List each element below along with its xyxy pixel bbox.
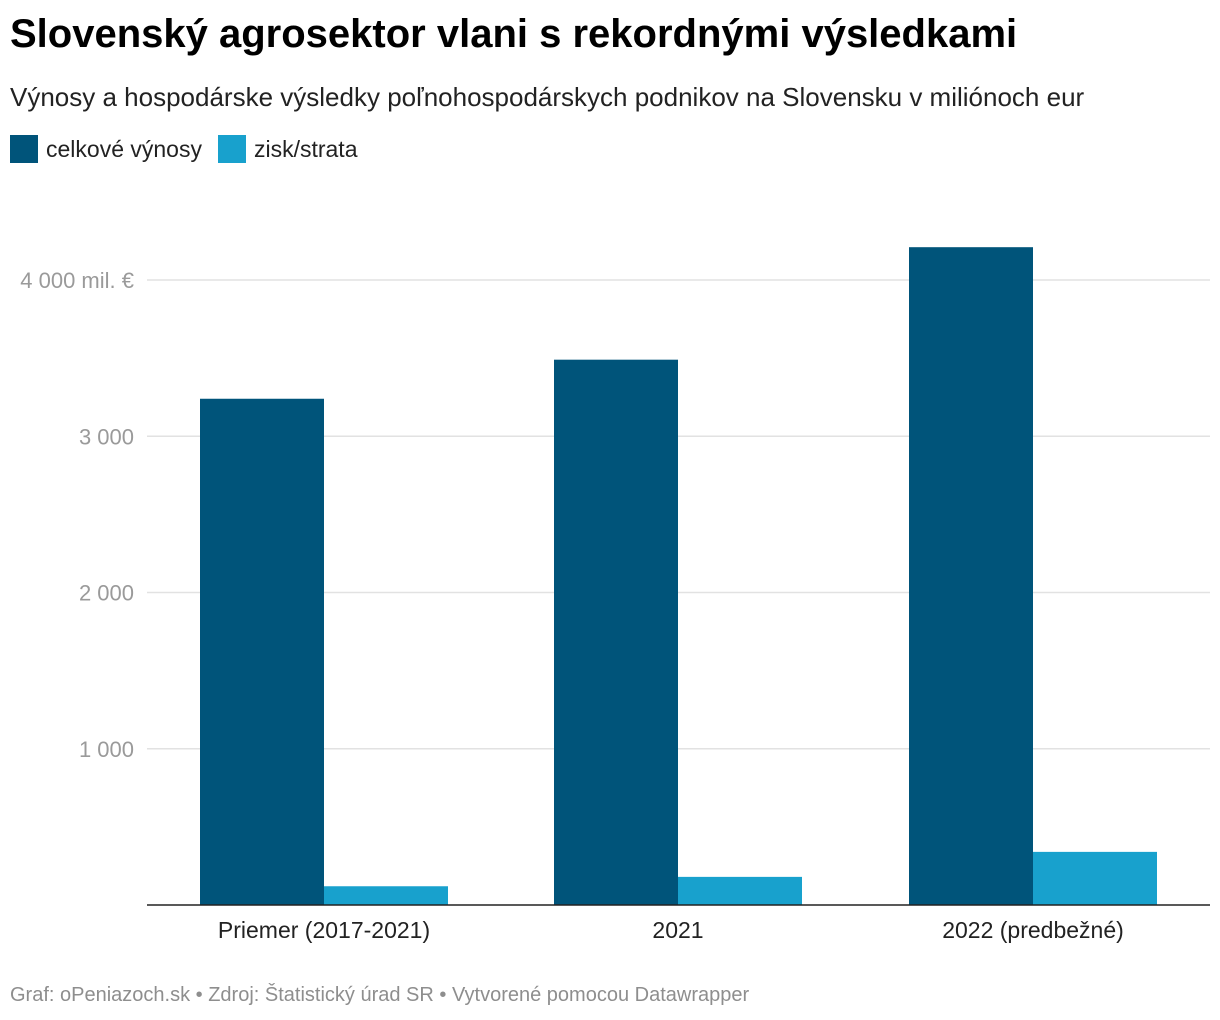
- x-category-label: 2022 (predbežné): [942, 917, 1124, 943]
- legend-swatch-revenue: [10, 135, 38, 163]
- legend: celkové výnosy zisk/strata: [10, 135, 374, 163]
- bar-profit: [678, 876, 802, 905]
- chart-title: Slovenský agrosektor vlani s rekordnými …: [10, 12, 1018, 56]
- legend-item-profit: zisk/strata: [217, 135, 358, 163]
- legend-swatch-profit: [217, 135, 246, 163]
- y-tick-label: 2 000: [79, 581, 134, 606]
- bar-profit: [1033, 851, 1157, 905]
- chart-footer: Graf: oPeniazoch.sk • Zdroj: Štatistický…: [10, 984, 750, 1006]
- x-category-label: Priemer (2017-2021): [218, 917, 430, 943]
- bar-revenue: [200, 398, 324, 905]
- chart-subtitle: Výnosy a hospodárske výsledky poľnohospo…: [10, 82, 1085, 112]
- bar-revenue: [554, 359, 678, 905]
- y-tick-label: 1 000: [79, 737, 134, 762]
- y-tick-label: 3 000: [79, 424, 134, 449]
- x-category-label: 2021: [652, 917, 703, 943]
- bar-revenue: [909, 247, 1033, 905]
- legend-label-revenue: celkové výnosy: [46, 135, 202, 162]
- y-tick-label: 4 000 mil. €: [20, 268, 134, 293]
- bar-profit: [324, 886, 448, 905]
- legend-label-profit: zisk/strata: [253, 135, 358, 162]
- legend-item-revenue: celkové výnosy: [10, 135, 202, 163]
